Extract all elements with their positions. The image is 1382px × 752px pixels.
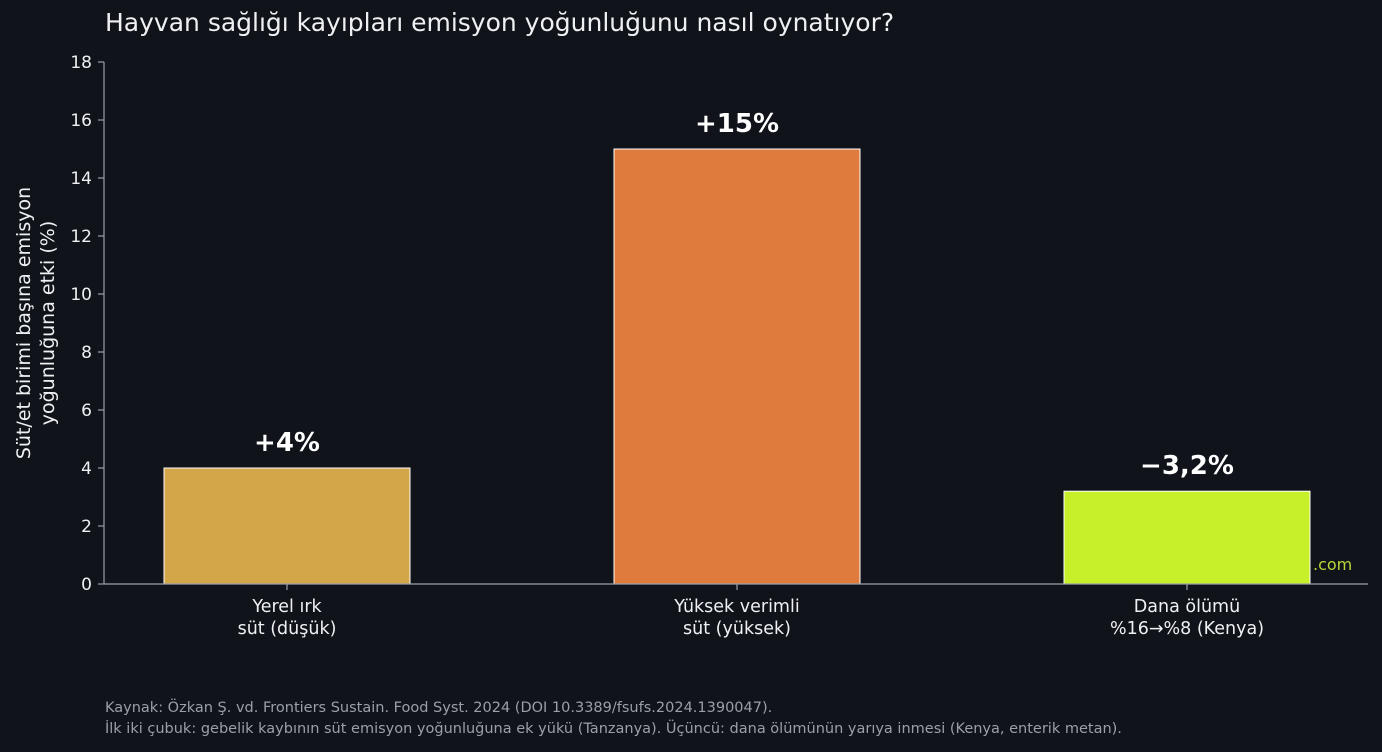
y-tick-label: 16 [70,111,92,131]
y-tick-label: 8 [81,343,92,363]
y-tick-label: 0 [81,575,92,595]
y-tick-label: 12 [70,227,92,247]
x-tick-label: Yüksek verimli [673,597,799,617]
data-labels-group: +4% +15% −3,2% [254,109,1234,481]
x-tick-label: süt (düşük) [238,619,337,639]
y-tick-label: 6 [81,401,92,421]
bars-group [163,148,1311,585]
y-tick-label: 18 [70,53,92,73]
y-tick-label: 4 [81,459,92,479]
explanation-footnote: İlk iki çubuk: gebelik kaybının süt emis… [105,721,1122,737]
y-tick-label: 10 [70,285,92,305]
bar [1063,490,1311,585]
bar [613,148,861,585]
bar-value-label: +4% [254,428,320,458]
bar-value-label: +15% [695,109,779,139]
y-axis-label-line: yoğunluğuna etki (%) [37,221,59,426]
x-tick-label: Dana ölümü [1134,597,1240,617]
y-tick-label: 2 [81,517,92,537]
y-axis-label-line: Süt/et birimi başına emisyon [13,187,35,459]
y-axis: 0 2 4 6 8 10 12 14 16 18 [70,53,105,595]
chart-title: Hayvan sağlığı kayıpları emisyon yoğunlu… [105,8,895,37]
y-tick-label: 14 [70,169,92,189]
x-tick-label: süt (yüksek) [683,619,791,639]
x-tick-label: Yerel ırk [251,597,322,617]
bar [163,467,411,585]
y-axis-label: Süt/et birimi başına emisyon yoğunluğuna … [13,187,59,459]
source-footnote: Kaynak: Özkan Ş. vd. Frontiers Sustain. … [105,700,773,716]
bar-value-label: −3,2% [1140,451,1234,481]
watermark-text: .com [1313,555,1352,574]
x-tick-label: %16→%8 (Kenya) [1110,619,1264,639]
